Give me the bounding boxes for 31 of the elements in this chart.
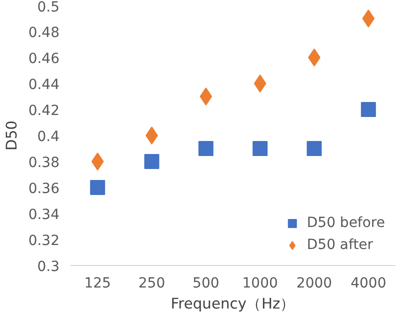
y-tick-label: 0.46 [28,51,60,67]
point [144,154,160,169]
y-axis-title: D50 [3,120,20,150]
x-tick-label: 125 [84,276,111,292]
y-tick-label: 0.3 [37,259,60,275]
y-tick-label: 0.32 [28,233,60,249]
point [252,141,268,156]
y-tick-label: 0.38 [28,155,60,171]
x-axis-title: Frequency（Hz） [170,296,296,312]
y-tick-label: 0.34 [28,207,60,223]
y-tick-label: 0.5 [37,0,60,16]
legend-label: D50 before [306,215,385,231]
x-tick-label: 1000 [242,276,278,292]
point [90,180,106,195]
x-tick-label: 4000 [350,276,386,292]
x-tick-label: 250 [138,276,166,292]
point [306,141,322,156]
point [362,10,375,28]
point [254,74,266,92]
y-tick-label: 0.36 [28,181,60,197]
x-tick-label: 2000 [296,276,332,292]
y-tick-label: 0.42 [28,103,60,119]
point [91,152,104,170]
y-tick-label: 0.44 [28,77,60,93]
point [200,88,212,106]
y-tick-label: 0.48 [28,25,60,41]
legend-label: D50 after [306,237,374,253]
y-tick-label: 0.4 [37,129,60,145]
x-tick-label: 500 [192,276,220,292]
point [360,102,376,117]
point [198,141,214,156]
